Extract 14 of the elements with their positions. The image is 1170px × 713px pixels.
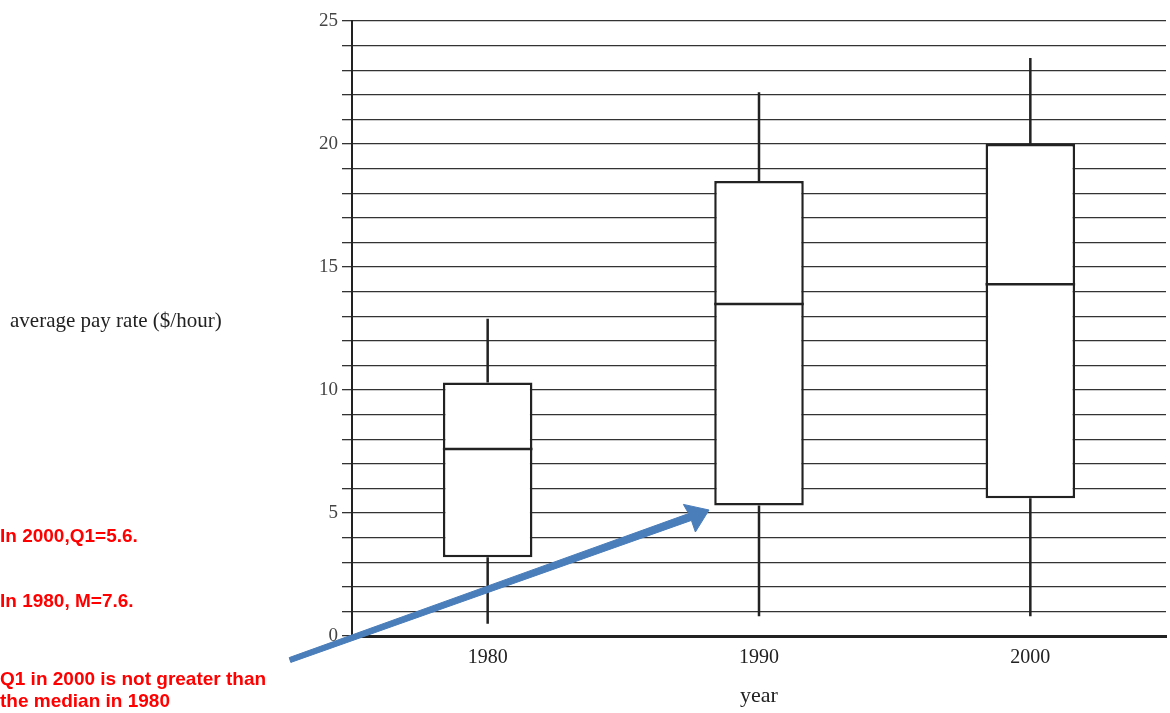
x-tick-label: 1980 [467,645,508,668]
text: Q1 in 2000 is not greater than the median in 1980 [0,668,268,712]
y-tick-label: 15 [319,254,338,276]
y-tick-label: 10 [319,377,338,399]
y-axis-title: average pay rate ($/hour) [10,308,222,333]
y-tick-label: 0 [328,623,338,645]
text: In 1980, M=7.6. [0,590,135,612]
y-tick-label: 5 [328,500,338,522]
x-axis-title: year [740,681,779,707]
x-tick-label: 2000 [1010,645,1051,668]
x-tick-label: 1990 [739,645,779,668]
y-tick-label: 25 [319,8,338,30]
text: In 2000,Q1=5.6. [0,525,139,547]
y-tick-label: 20 [319,131,338,153]
